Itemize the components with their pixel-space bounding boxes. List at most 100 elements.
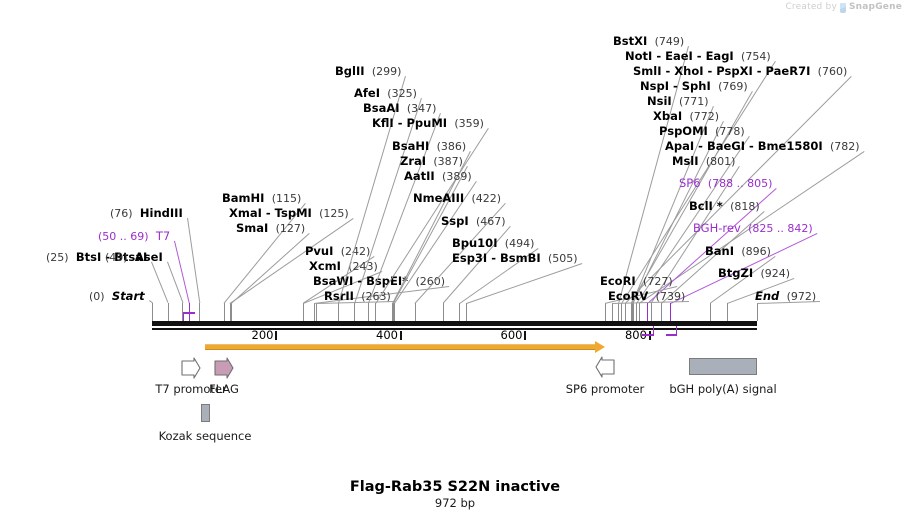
site-enzyme-names: ApaI - BaeGI - Bme1580I <box>665 139 823 153</box>
site-label-bsawi[interactable]: BsaWI - BspEI* (260) <box>313 274 445 289</box>
bgh-rev-bracket-cap <box>676 326 678 336</box>
site-label-bstxi[interactable]: BstXI (749) <box>613 35 684 49</box>
site-label-smai[interactable]: SmaI (127) <box>236 221 305 236</box>
leader-line-hindiii <box>187 217 201 303</box>
site-position-label: (389) <box>442 170 472 183</box>
site-tick-kfli <box>375 303 376 321</box>
site-enzyme-names: SspI <box>441 214 469 228</box>
site-position-label: (727) <box>643 275 673 288</box>
site-label-bsahi[interactable]: BsaHI (386) <box>392 140 466 154</box>
site-enzyme-names: AseI <box>134 250 163 264</box>
site-position-label: (299) <box>371 65 402 78</box>
site-tick-aatii <box>394 303 395 321</box>
site-enzyme-names: NsiI <box>647 94 672 108</box>
site-label-ecorv[interactable]: EcoRV (739) <box>608 290 685 304</box>
site-label-xbai[interactable]: XbaI (772) <box>653 110 720 124</box>
site-enzyme-names: PspOMI <box>659 124 708 138</box>
snapgene-logo-icon <box>839 3 846 13</box>
site-position-label: (387) <box>433 155 463 168</box>
site-position-label: (782) <box>829 140 860 153</box>
site-label-kfli[interactable]: KflI - PpuMI (359) <box>372 116 484 131</box>
site-label-t7[interactable]: (50 .. 69) T7 <box>98 229 171 244</box>
site-enzyme-names: SmaI <box>236 221 269 235</box>
feature-arrow-flag <box>214 357 234 379</box>
site-enzyme-names: End <box>755 289 780 303</box>
site-tick-apai <box>639 303 640 321</box>
site-label-nspi[interactable]: NspI - SphI (769) <box>640 79 748 94</box>
site-enzyme-names: BtsI - BtsaI <box>75 250 148 264</box>
site-label-noti[interactable]: NotI - EaeI - EagI (754) <box>625 49 771 64</box>
feature-caption-bgh-polya: bGH poly(A) signal <box>669 382 777 396</box>
feature-caption-t7-promoter: T7 promoter <box>155 382 227 396</box>
site-label-end[interactable]: End (972) <box>755 289 816 304</box>
restriction-site-label-layer: (0) Start (25) BtsI - BtsaI (49) AseI (50 .… <box>46 35 865 321</box>
site-tick-zrai <box>393 303 394 321</box>
site-label-btsi[interactable]: (25) BtsI - BtsaI <box>46 250 148 265</box>
site-label-apai[interactable]: ApaI - BaeGI - Bme1580I (782) <box>665 139 860 154</box>
site-label-mslI[interactable]: MslI (801) <box>672 155 735 169</box>
site-label-smli[interactable]: SmlI - XhoI - PspXI - PaeR7I (760) <box>633 65 847 79</box>
site-label-afei[interactable]: AfeI (325) <box>354 87 417 101</box>
site-label-bamhi[interactable]: BamHI (115) <box>222 191 301 206</box>
site-enzyme-names: BGH-rev <box>693 221 741 235</box>
site-label-aatii[interactable]: AatII (389) <box>404 170 472 184</box>
feature-box-bgh-polya <box>689 358 757 375</box>
site-enzyme-names: BamHI <box>222 191 265 205</box>
site-label-pvui[interactable]: PvuI (242) <box>305 245 371 259</box>
sequence-backbone-shadow <box>152 328 757 330</box>
site-position-label: (0) <box>89 290 105 303</box>
site-enzyme-names: NspI - SphI <box>640 79 711 93</box>
site-label-sp6[interactable]: SP6 (788 .. 805) <box>679 177 773 191</box>
site-label-zrai[interactable]: ZraI (387) <box>400 155 463 169</box>
site-label-nsii[interactable]: NsiI (771) <box>647 94 709 109</box>
site-label-xcmi[interactable]: XcmI (243) <box>309 260 378 274</box>
site-label-ecori[interactable]: EcoRI (727) <box>600 274 673 289</box>
site-enzyme-names: KflI - PpuMI <box>372 116 448 130</box>
site-label-btgzi[interactable]: BtgZI (924) <box>718 267 790 281</box>
site-label-bsaai[interactable]: BsaAI (347) <box>363 102 437 116</box>
site-label-bglii[interactable]: BglII (299) <box>335 65 402 79</box>
site-label-bani[interactable]: BanI (896) <box>705 245 771 259</box>
site-label-bghrev[interactable]: BGH-rev (825 .. 842) <box>693 221 813 236</box>
site-enzyme-names: NotI - EaeI - EagI <box>625 49 734 63</box>
orf-arrow[interactable] <box>205 341 605 353</box>
site-enzyme-names: EcoRI <box>600 274 636 288</box>
site-enzyme-names: T7 <box>155 229 171 243</box>
site-tick-btsi <box>168 303 169 321</box>
site-position-label: (778) <box>715 125 745 138</box>
site-label-pspomi[interactable]: PspOMI (778) <box>659 124 745 139</box>
watermark-brand-label: SnapGene <box>848 2 902 12</box>
site-label-hindiii[interactable]: (76) HindIII <box>110 207 183 221</box>
site-enzyme-names: Bpu10I <box>452 236 498 250</box>
site-tick-bclI <box>661 303 662 321</box>
site-tick-asei <box>182 303 183 321</box>
site-enzyme-names: BclI * <box>689 199 723 213</box>
sp6-promoter-bracket-cap <box>653 326 655 336</box>
site-tick-bstxi <box>618 303 619 321</box>
site-position-label: (896) <box>741 245 771 258</box>
site-position-label: (788 .. 805) <box>707 177 773 190</box>
site-label-xmai[interactable]: XmaI - TspMI (125) <box>229 207 349 221</box>
site-enzyme-names: BsaWI - BspEI* <box>313 274 409 288</box>
watermark-created-label: Created by <box>785 2 837 12</box>
feature-arrow-t7-promoter <box>181 357 201 379</box>
site-label-start[interactable]: (0) Start <box>89 290 145 304</box>
site-label-bclI[interactable]: BclI * (818) <box>689 199 760 214</box>
site-position-label: (347) <box>406 102 437 115</box>
site-position-label: (242) <box>340 245 371 258</box>
site-tick-end <box>757 303 758 321</box>
site-tick-esp3i <box>466 303 467 321</box>
site-position-label: (771) <box>679 95 709 108</box>
site-position-label: (772) <box>689 110 720 123</box>
site-position-label: (243) <box>348 260 378 273</box>
site-label-sspi[interactable]: SspI (467) <box>441 214 506 229</box>
site-tick-bamhi <box>224 303 225 321</box>
site-label-asei[interactable]: (49) AseI <box>105 250 163 265</box>
site-tick-xbai <box>633 303 634 321</box>
site-label-nmeaiii[interactable]: NmeAIII (422) <box>413 192 501 206</box>
site-label-bpu10i[interactable]: Bpu10I (494) <box>452 236 534 251</box>
site-tick-xcmi <box>303 303 304 321</box>
site-tick-sspi <box>443 303 444 321</box>
ruler-tick <box>275 331 278 340</box>
site-label-esp3i[interactable]: Esp3I - BsmBI (505) <box>452 252 578 266</box>
